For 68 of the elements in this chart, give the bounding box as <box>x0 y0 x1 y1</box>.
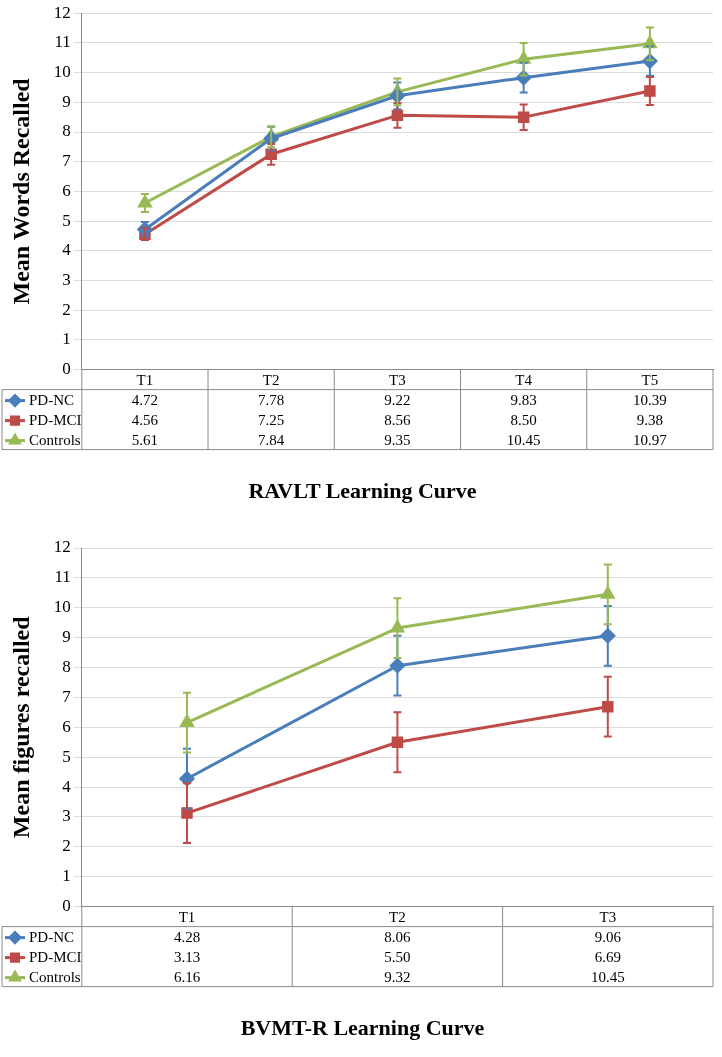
data-label: 4.56 <box>131 411 159 428</box>
y-tick-label: 5 <box>62 746 71 766</box>
y-tick-label: 9 <box>62 627 71 647</box>
text: BVMT-R Learning Curve <box>240 1015 485 1041</box>
y-tick-label: 3 <box>62 269 71 289</box>
legend-label: Controls <box>29 431 81 448</box>
y-tick-label: 7 <box>62 686 72 706</box>
y-tick-label: 0 <box>62 896 71 916</box>
data-label: 9.06 <box>594 928 622 945</box>
data-label: 10.39 <box>633 391 667 408</box>
y-tick-label: 9 <box>62 91 71 111</box>
data-label: 9.32 <box>384 968 411 985</box>
data-label: 6.69 <box>594 948 621 965</box>
legend-label: PD-MCI <box>29 411 82 428</box>
data-label: 9.22 <box>384 391 411 408</box>
data-label: 10.97 <box>633 431 668 448</box>
x-tick-label: T3 <box>389 371 406 388</box>
data-label: 7.78 <box>258 391 285 408</box>
x-tick-label: T2 <box>262 371 280 388</box>
y-tick-label: 6 <box>62 716 71 736</box>
y-tick-label: 11 <box>54 32 71 52</box>
y-tick-label: 4 <box>62 776 72 796</box>
x-tick-label: T3 <box>599 908 617 925</box>
y-tick-label: 6 <box>62 180 71 200</box>
y-tick-label: 8 <box>62 657 71 676</box>
data-label: 5.50 <box>384 948 411 965</box>
data-label: 6.16 <box>173 968 201 985</box>
data-label: 3.13 <box>173 948 201 965</box>
data-label: 10.45 <box>590 968 625 985</box>
y-axis-title: Mean figures recalled <box>7 615 34 839</box>
data-label: 8.56 <box>384 411 412 428</box>
data-label: 8.50 <box>510 411 537 428</box>
y-tick-label: 11 <box>54 567 71 587</box>
y-tick-label: 4 <box>62 240 72 260</box>
data-label: 7.84 <box>258 431 285 448</box>
data-label: 9.38 <box>636 411 664 428</box>
data-label: 7.25 <box>258 411 285 428</box>
y-tick-label: 10 <box>53 62 71 82</box>
y-tick-label: 5 <box>62 210 71 230</box>
y-tick-label: 0 <box>62 359 71 379</box>
y-tick-label: 1 <box>62 329 71 349</box>
legend-label: PD-NC <box>29 928 75 945</box>
y-tick-label: 12 <box>53 2 71 22</box>
y-tick-label: 8 <box>62 121 71 141</box>
x-tick-label: T1 <box>178 908 196 925</box>
data-label: 9.35 <box>384 431 411 448</box>
y-tick-label: 12 <box>53 537 71 557</box>
x-tick-label: T4 <box>515 371 533 388</box>
data-label: 10.45 <box>506 431 541 448</box>
legend-label: PD-NC <box>29 391 75 408</box>
legend-label: PD-MCI <box>29 948 82 965</box>
text: RAVLT Learning Curve <box>248 478 477 504</box>
data-label: 9.83 <box>510 391 537 408</box>
y-tick-label: 7 <box>62 151 72 171</box>
data-label: 4.72 <box>131 391 159 408</box>
legend-label: Controls <box>29 968 81 985</box>
x-tick-label: T5 <box>641 371 659 388</box>
data-label: 8.06 <box>384 928 412 945</box>
data-label: 5.61 <box>131 431 159 448</box>
y-tick-label: 2 <box>62 836 71 856</box>
y-tick-label: 3 <box>62 806 71 826</box>
y-axis-title: Mean Words Recalled <box>7 77 34 305</box>
data-label: 4.28 <box>173 928 201 945</box>
x-tick-label: T2 <box>389 908 406 925</box>
y-tick-label: 10 <box>53 597 71 617</box>
x-tick-label: T1 <box>136 371 154 388</box>
y-tick-label: 1 <box>62 866 71 886</box>
y-tick-label: 2 <box>62 299 71 319</box>
